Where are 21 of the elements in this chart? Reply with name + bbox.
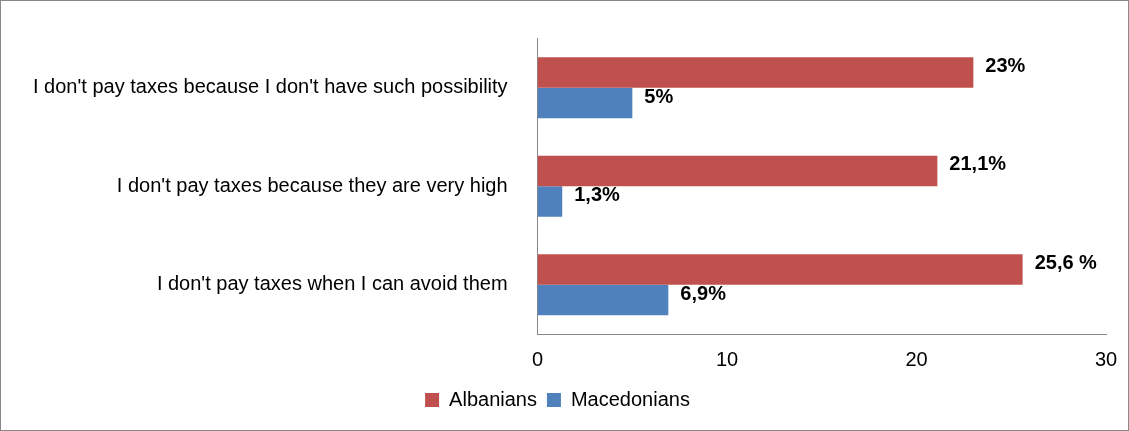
bar	[537, 186, 563, 217]
x-tick-label: 30	[1094, 347, 1118, 370]
bar	[537, 155, 938, 187]
bar	[537, 87, 633, 119]
legend-label: Macedonians	[570, 387, 690, 410]
y-tick-label: I don't pay taxes because they are very high	[116, 173, 508, 196]
data-label: 6,9%	[680, 281, 727, 304]
legend-label: Albanians	[449, 387, 537, 410]
bar	[537, 254, 1023, 285]
data-label: 5%	[644, 84, 674, 107]
data-label: 23%	[985, 54, 1026, 76]
bar	[537, 284, 669, 316]
x-tick-label: 10	[715, 347, 739, 370]
data-label: 1,3%	[574, 183, 621, 206]
data-label: 25,6 %	[1034, 251, 1098, 273]
y-tick-label: I don't pay taxes because I don't have such possibility	[33, 75, 508, 98]
data-label: 21,1%	[949, 152, 1007, 175]
y-tick-label: I don't pay taxes when I can avoid them	[156, 272, 508, 295]
x-tick-label: 20	[905, 347, 928, 370]
bar	[537, 57, 974, 88]
x-tick-label: 0	[532, 347, 544, 370]
